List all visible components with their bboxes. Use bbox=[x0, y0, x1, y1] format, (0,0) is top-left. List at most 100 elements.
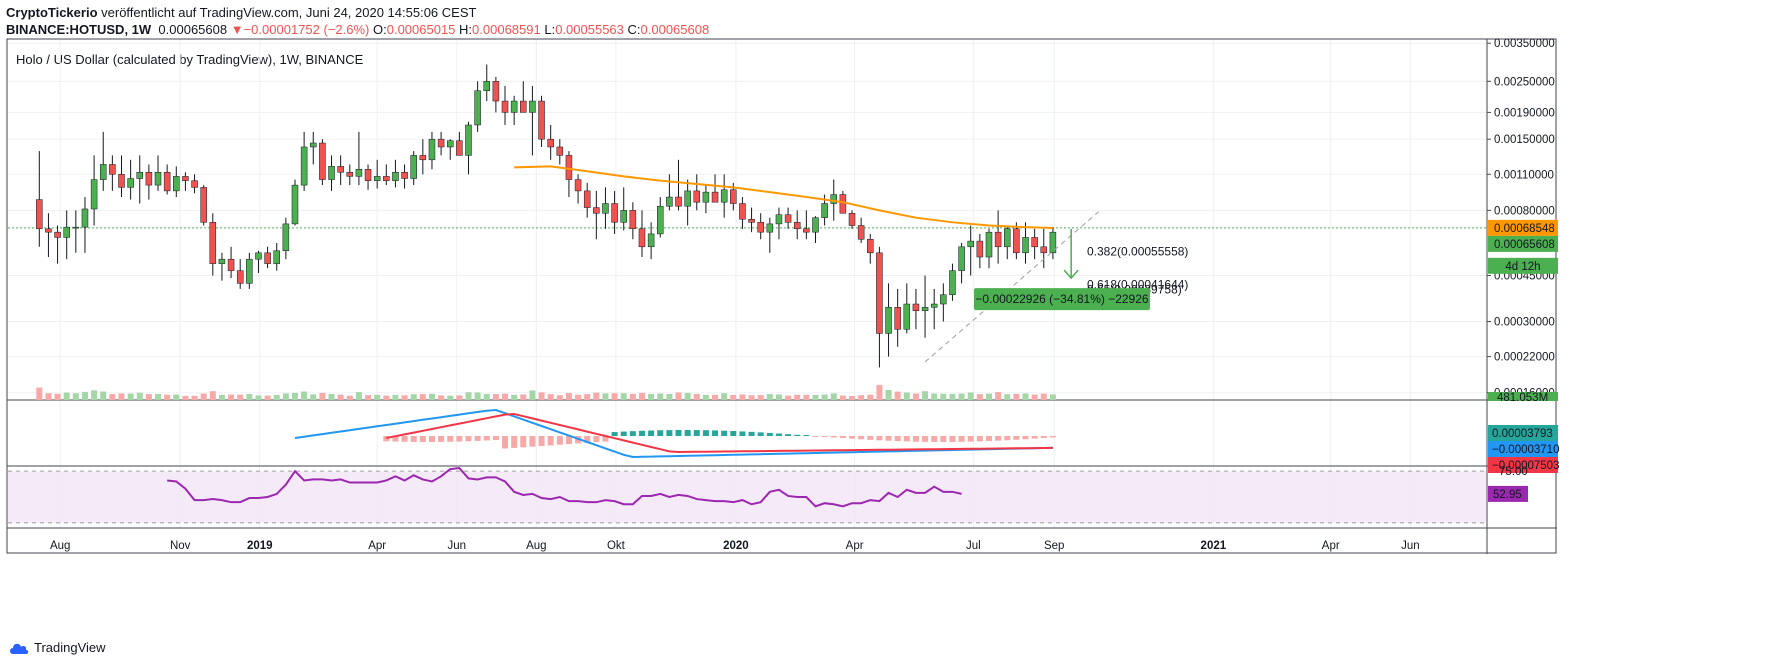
candle-body bbox=[675, 196, 682, 207]
candle-body bbox=[36, 199, 43, 230]
volume-bar bbox=[419, 394, 426, 400]
macd-histogram-bar bbox=[1049, 436, 1056, 438]
x-tick-label: Aug bbox=[50, 540, 70, 552]
candle-body bbox=[346, 172, 354, 177]
macd-histogram-bar bbox=[538, 436, 545, 447]
x-tick-label: Jul bbox=[966, 540, 981, 552]
macd-histogram-bar bbox=[511, 436, 518, 448]
author-name[interactable]: CryptoTickerio bbox=[6, 5, 98, 20]
volume-bar bbox=[383, 395, 390, 400]
macd-histogram-bar bbox=[638, 430, 645, 436]
candle-body bbox=[930, 303, 938, 308]
candle-body bbox=[99, 164, 107, 180]
candle-body bbox=[437, 138, 445, 148]
macd-histogram-bar bbox=[1031, 436, 1038, 439]
volume-bar bbox=[538, 392, 545, 400]
candle-body bbox=[720, 189, 728, 203]
volume-bar bbox=[145, 394, 152, 400]
candle-body bbox=[255, 252, 262, 260]
candle-body bbox=[264, 252, 271, 264]
price-tag-label: 4d 12h bbox=[1505, 261, 1540, 273]
macd-histogram-bar bbox=[803, 435, 810, 436]
signal-line bbox=[386, 412, 1053, 454]
candle-body bbox=[885, 307, 892, 334]
macd-histogram-bar bbox=[419, 436, 426, 442]
volume-bar bbox=[967, 392, 974, 400]
candle-body bbox=[1022, 237, 1029, 254]
candle-body bbox=[446, 140, 454, 148]
volume-bar bbox=[611, 393, 618, 400]
candle-body bbox=[227, 258, 235, 271]
volume-bar bbox=[958, 393, 965, 400]
macd-histogram-bar bbox=[985, 436, 992, 442]
volume-bar bbox=[45, 393, 52, 400]
x-tick-label: Okt bbox=[607, 540, 626, 552]
volume-bar bbox=[894, 391, 901, 400]
candle-body bbox=[209, 222, 217, 264]
candle-body bbox=[45, 228, 52, 233]
grid-layer bbox=[8, 40, 1486, 528]
y-tick-label: 0.00022000 bbox=[1494, 352, 1555, 364]
brand-label: TradingView bbox=[34, 640, 106, 655]
candle-body bbox=[72, 226, 80, 229]
macd-histogram-bar bbox=[995, 436, 1002, 441]
candle-body bbox=[784, 214, 792, 223]
volume-bar bbox=[620, 393, 627, 400]
candle-body bbox=[985, 231, 993, 258]
macd-histogram-bar bbox=[712, 430, 719, 436]
candle-body bbox=[903, 303, 911, 330]
macd-histogram-bar bbox=[401, 436, 408, 442]
price-chart[interactable]: Holo / US Dollar (calculated by TradingV… bbox=[0, 0, 1771, 640]
x-tick-label: Apr bbox=[846, 540, 864, 552]
volume-bar bbox=[109, 394, 116, 400]
volume-bar bbox=[465, 392, 472, 400]
volume-bar bbox=[748, 395, 755, 400]
macd-histogram-bar bbox=[410, 436, 417, 442]
volume-bar bbox=[702, 394, 709, 400]
x-tick-label: 2019 bbox=[247, 540, 273, 552]
candle-body bbox=[949, 270, 956, 295]
rsi-value-label: 52.95 bbox=[1493, 489, 1522, 501]
macd-histogram-bar bbox=[931, 436, 938, 442]
macd-histogram-bar bbox=[474, 436, 481, 441]
candle-body bbox=[739, 203, 746, 220]
x-tick-label: Apr bbox=[1322, 540, 1340, 552]
tradingview-logo[interactable]: TradingView bbox=[8, 640, 106, 655]
candle-body bbox=[373, 176, 381, 181]
macd-histogram-bar bbox=[666, 430, 673, 436]
volume-bar bbox=[675, 392, 682, 400]
candle-body bbox=[428, 138, 436, 161]
candle-body bbox=[492, 81, 500, 102]
volume-bar bbox=[1013, 393, 1020, 400]
macd-histogram-bar bbox=[949, 436, 956, 442]
volume-bar bbox=[72, 393, 79, 400]
volume-bar bbox=[118, 393, 125, 400]
macd-histogram-bar bbox=[976, 436, 983, 442]
candle-body bbox=[474, 90, 481, 126]
volume-bar bbox=[757, 395, 764, 400]
candle-body bbox=[163, 172, 171, 192]
candle-body bbox=[63, 226, 70, 238]
candle-body bbox=[830, 194, 837, 204]
volume-bar bbox=[885, 389, 892, 400]
volume-bar bbox=[456, 395, 463, 400]
volume-bar bbox=[648, 393, 655, 400]
candle-body bbox=[821, 203, 828, 218]
candle-body bbox=[109, 164, 116, 175]
macd-histogram-bar bbox=[849, 436, 856, 439]
volume-bar bbox=[858, 395, 865, 400]
volume-bar bbox=[839, 395, 846, 400]
volume-bar bbox=[903, 392, 910, 400]
candle-body bbox=[867, 239, 874, 254]
support-trendline bbox=[924, 211, 1099, 363]
volume-bar bbox=[803, 394, 810, 400]
macd-histogram-bar bbox=[383, 436, 390, 442]
macd-histogram-bar bbox=[684, 430, 691, 436]
price-tag bbox=[1488, 257, 1558, 274]
macd-histogram-bar bbox=[867, 436, 874, 440]
x-tick-label: Jun bbox=[447, 540, 466, 552]
candle-body bbox=[383, 176, 390, 181]
macd-histogram-bar bbox=[757, 432, 764, 436]
close-label: C: bbox=[627, 22, 641, 37]
macd-histogram-bar bbox=[1004, 436, 1011, 441]
